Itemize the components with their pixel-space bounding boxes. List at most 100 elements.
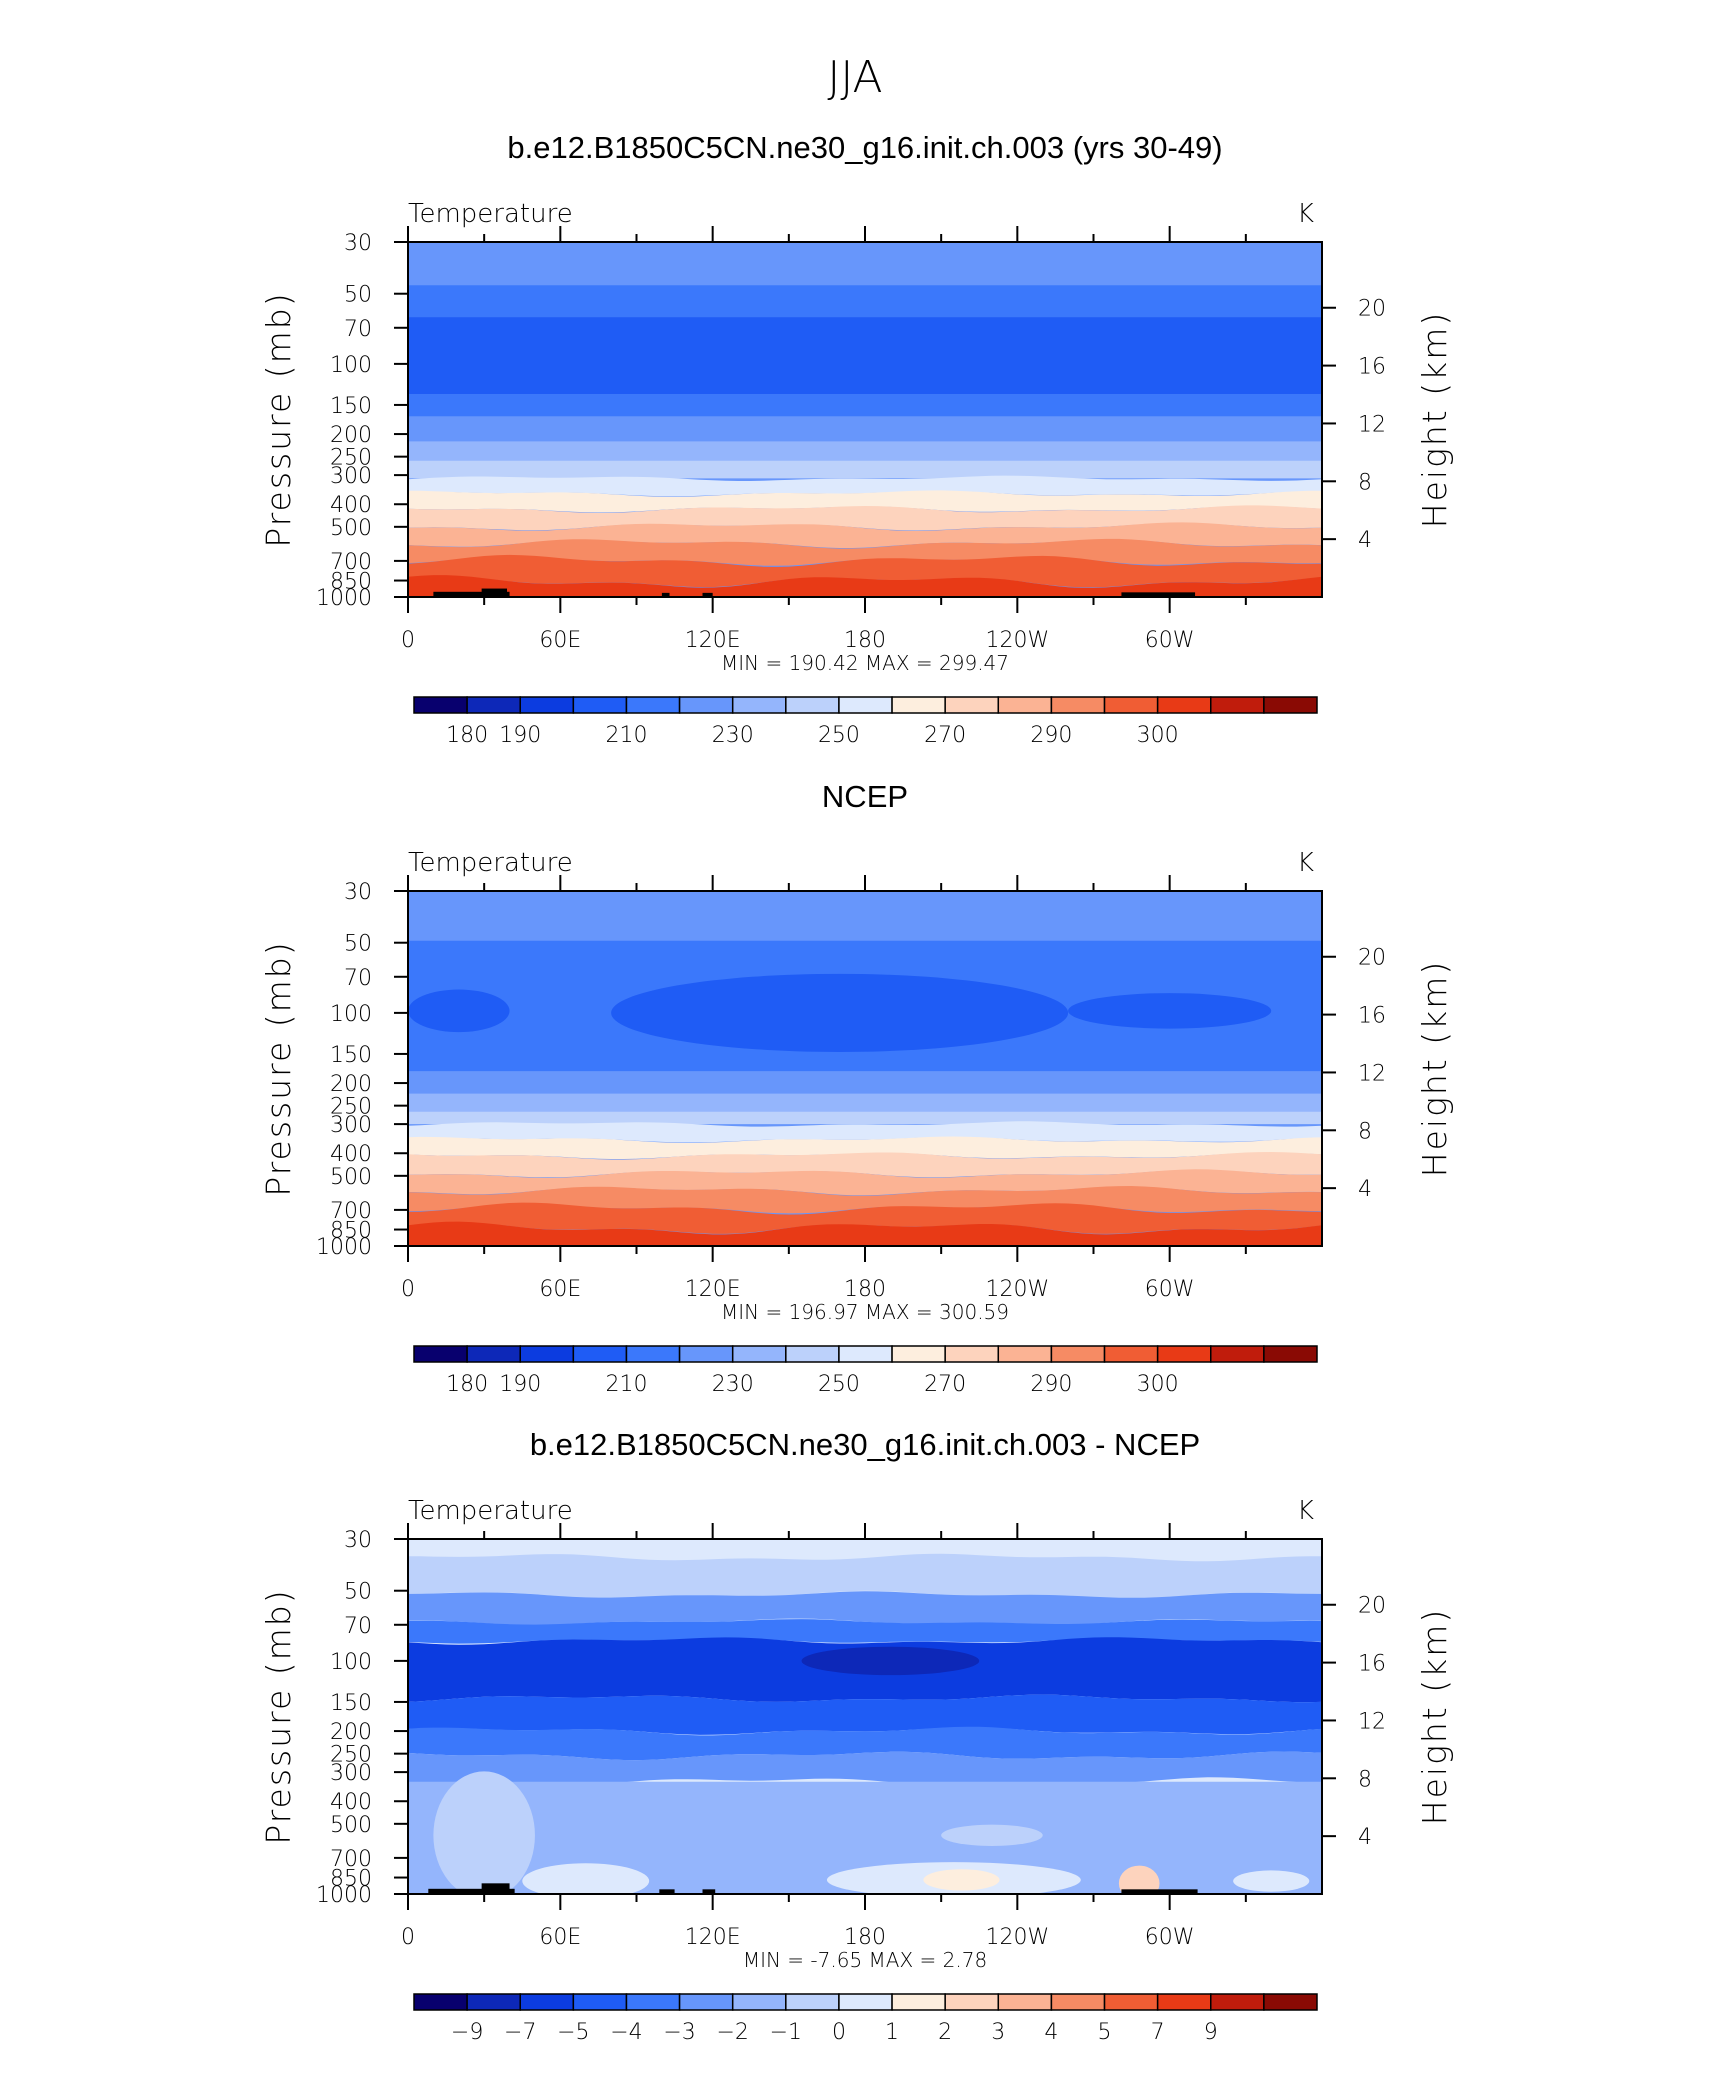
y-tick-label: 850 [330, 1867, 372, 1892]
y-tick-label: 50 [344, 932, 372, 957]
colorbar-box [466, 1345, 521, 1363]
y-tick-label: 400 [330, 1142, 372, 1167]
y-tick-label: 250 [330, 446, 372, 471]
colorbar-box [519, 696, 575, 714]
x-tick-label: 120W [985, 1925, 1049, 1950]
contour-blob [1118, 1865, 1160, 1894]
colorbar-label: 230 [712, 723, 754, 748]
colorbar-box [1103, 696, 1159, 714]
contour-band [408, 522, 1322, 548]
panels: b.e12.B1850C5CN.ne30_g16.init.ch.003 (yr… [259, 130, 1454, 2045]
y-tick-label: 500 [330, 1165, 372, 1190]
y-tick-label: 30 [344, 1528, 372, 1553]
colorbar-box [731, 1993, 787, 2011]
y-tick-label: 250 [330, 1095, 372, 1120]
y-tick-label: 70 [344, 1614, 372, 1639]
y-tick-label: 300 [330, 1113, 372, 1138]
colorbar-box [1263, 1345, 1318, 1363]
contour-band [408, 1121, 1322, 1143]
colorbar-label: 250 [818, 1372, 860, 1397]
y-tick-label: 1000 [316, 586, 372, 611]
colorbar-box [1050, 1993, 1106, 2011]
contour-band [408, 460, 1322, 479]
colorbar-label: −1 [770, 2020, 802, 2045]
y-tick-label: 70 [344, 966, 372, 991]
colorbar-label: −2 [716, 2020, 748, 2045]
colorbar-label: 290 [1030, 1372, 1072, 1397]
colorbar-label: 180 [446, 1372, 488, 1397]
contour-band [408, 1093, 1322, 1112]
contour-band [408, 1751, 1322, 1786]
panel-title: b.e12.B1850C5CN.ne30_g16.init.ch.003 - N… [530, 1427, 1200, 1462]
colorbar-box [625, 1993, 681, 2011]
colorbar-box [731, 696, 787, 714]
colorbar-box [678, 1993, 734, 2011]
x-tick-label: 60W [1145, 628, 1195, 653]
y-tick-label: 200 [330, 1072, 372, 1097]
colorbar-label: 210 [605, 1372, 647, 1397]
colorbar-box [519, 1345, 575, 1363]
colorbar-box [413, 1345, 468, 1363]
colorbar-box [785, 696, 840, 714]
contour-band [408, 1186, 1322, 1214]
topography-mask [1121, 592, 1196, 597]
contour-band [408, 1619, 1322, 1644]
contour-blob [801, 1646, 980, 1676]
contour-band [408, 575, 1322, 597]
contour-band [408, 285, 1322, 318]
colorbar-box [1156, 696, 1212, 714]
contour-band [408, 416, 1322, 442]
right-tick-label: 8 [1358, 1767, 1372, 1792]
contour-band [408, 1553, 1322, 1599]
colorbar-box [891, 1993, 946, 2011]
y-tick-label: 200 [330, 423, 372, 448]
colorbar-box [1210, 696, 1265, 714]
contour-band [408, 317, 1322, 395]
right-tick-label: 8 [1358, 1119, 1372, 1144]
right-tick-label: 16 [1358, 1652, 1386, 1677]
y-tick-label: 700 [330, 1847, 372, 1872]
x-tick-label: 0 [401, 1925, 415, 1950]
colorbar-label: 3 [991, 2020, 1005, 2045]
right-tick-label: 20 [1358, 946, 1386, 971]
colorbar-label: −4 [610, 2020, 642, 2045]
right-tick-label: 12 [1358, 1709, 1386, 1734]
contour-band [408, 1050, 1322, 1072]
contour-blob [941, 1824, 1043, 1846]
panel-1: b.e12.B1850C5CN.ne30_g16.init.ch.003 (yr… [259, 130, 1454, 748]
y-tick-label: 30 [344, 231, 372, 256]
y-tick-label: 250 [330, 1743, 372, 1768]
contour-blob [923, 1869, 1000, 1891]
min-max-stats: MIN = -7.65 MAX = 2.78 [743, 1948, 987, 1972]
panel-3: b.e12.B1850C5CN.ne30_g16.init.ch.003 - N… [259, 1427, 1454, 2045]
contour-band [408, 1169, 1322, 1196]
topography-mask [481, 1883, 510, 1894]
y-axis-label: Pressure (mb) [259, 291, 298, 547]
y-tick-label: 150 [330, 394, 372, 419]
contour-band [408, 1781, 1322, 1894]
contour-band [408, 1202, 1322, 1234]
right-tick-label: 20 [1358, 297, 1386, 322]
y-tick-label: 50 [344, 1580, 372, 1605]
colorbar-label: 1 [885, 2020, 899, 2045]
right-tick-label: 4 [1358, 1177, 1372, 1202]
x-tick-label: 120E [685, 628, 741, 653]
contour-blob [522, 1863, 650, 1894]
colorbar-box [625, 696, 681, 714]
x-tick-label: 120W [985, 628, 1049, 653]
colorbar-label: 290 [1030, 723, 1072, 748]
colorbar-label: 7 [1151, 2020, 1165, 2045]
y-tick-label: 200 [330, 1720, 372, 1745]
contour-band [408, 891, 1322, 941]
contour-band [408, 394, 1322, 417]
x-tick-label: 180 [844, 1277, 886, 1302]
contour-blob [433, 1771, 535, 1894]
x-tick-label: 60E [539, 1277, 581, 1302]
plot-area [408, 891, 1322, 1246]
contour-blob [1233, 1870, 1310, 1892]
y-tick-label: 100 [330, 1002, 372, 1027]
colorbar-box [785, 1993, 840, 2011]
colorbar-box [572, 696, 628, 714]
variable-label: Temperature [408, 848, 573, 878]
